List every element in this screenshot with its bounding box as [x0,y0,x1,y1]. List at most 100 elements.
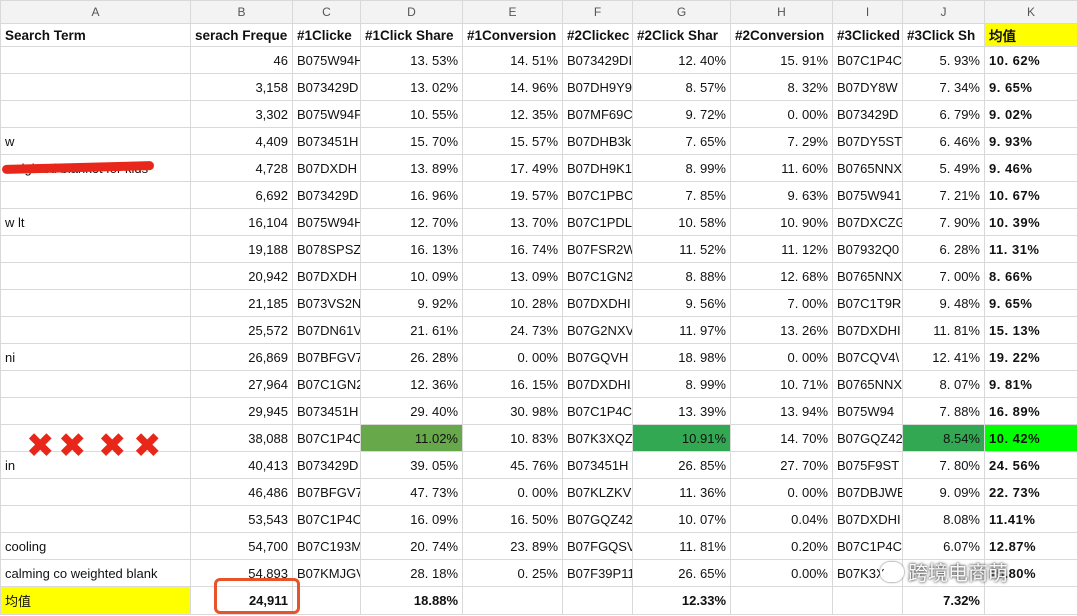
cell-c1[interactable]: 10. 83% [462,424,563,452]
cell-k[interactable]: 10. 67% [984,181,1077,209]
cell-s2[interactable]: 10.91% [632,424,731,452]
header-cell[interactable]: #2Clickec [562,23,633,47]
cell-s1[interactable]: 15. 70% [360,127,463,155]
cell-a3[interactable]: B07DBJWE [832,478,903,506]
cell-c1[interactable]: 16. 74% [462,235,563,263]
cell-s3[interactable]: 5. 49% [902,154,985,182]
cell-s2[interactable]: 10. 58% [632,208,731,236]
cell-a1[interactable]: B07C1GN2 [292,370,361,398]
cell-c2[interactable]: 7. 00% [730,289,833,317]
cell-k[interactable]: 24. 56% [984,451,1077,479]
cell-a2[interactable]: B07G2NXV [562,316,633,344]
cell-k[interactable]: 9. 02% [984,100,1077,128]
cell-s2[interactable]: 9. 72% [632,100,731,128]
cell-c1[interactable]: 14. 51% [462,46,563,74]
cell-a1[interactable]: B073429D [292,181,361,209]
cell-a2[interactable]: B07DH9Y9 [562,73,633,101]
cell-s2[interactable]: 7. 65% [632,127,731,155]
cell-s3[interactable]: 7. 80% [902,451,985,479]
column-header-a[interactable]: A [0,0,191,24]
cell-s1[interactable]: 11.02% [360,424,463,452]
column-header-b[interactable]: B [190,0,293,24]
cell-term[interactable] [0,316,191,344]
cell-a2[interactable]: B07DXDHI [562,289,633,317]
cell-c2[interactable]: 14. 70% [730,424,833,452]
cell-a3[interactable]: B07CQV4\ [832,343,903,371]
cell-a1[interactable]: B073429D [292,73,361,101]
cell-a1[interactable]: B07C1P4C [292,424,361,452]
cell-k[interactable]: 16. 89% [984,397,1077,425]
column-header-d[interactable]: D [360,0,463,24]
cell-c1[interactable]: 45. 76% [462,451,563,479]
cell-k[interactable]: 11. 31% [984,235,1077,263]
cell-c2[interactable]: 9. 63% [730,181,833,209]
cell-a2[interactable]: B07F39P11 [562,559,633,587]
cell-s1[interactable]: 13. 02% [360,73,463,101]
empty-cell[interactable] [292,586,361,615]
cell-s1[interactable]: 12. 70% [360,208,463,236]
cell-s2[interactable]: 18. 98% [632,343,731,371]
cell-k[interactable]: 9. 65% [984,73,1077,101]
cell-c1[interactable]: 24. 73% [462,316,563,344]
cell-term[interactable] [0,505,191,533]
cell-s3[interactable]: 9. 09% [902,478,985,506]
cell-c2[interactable]: 11. 12% [730,235,833,263]
cell-a1[interactable]: B07DN61V [292,316,361,344]
cell-term[interactable] [0,46,191,74]
cell-a1[interactable]: B073451H [292,397,361,425]
cell-k[interactable]: 11.41% [984,505,1077,533]
cell-c2[interactable]: 12. 68% [730,262,833,290]
cell-freq[interactable]: 6,692 [190,181,293,209]
cell-freq[interactable]: 27,964 [190,370,293,398]
empty-cell[interactable] [832,586,903,615]
cell-freq[interactable]: 53,543 [190,505,293,533]
cell-c2[interactable]: 10. 71% [730,370,833,398]
cell-s2[interactable]: 9. 56% [632,289,731,317]
cell-s1[interactable]: 29. 40% [360,397,463,425]
cell-freq[interactable]: 29,945 [190,397,293,425]
cell-s3[interactable]: 11. 81% [902,316,985,344]
header-cell[interactable]: 均值 [984,23,1077,47]
cell-a2[interactable]: B073451H [562,451,633,479]
average-s1[interactable]: 18.88% [360,586,463,615]
cell-c2[interactable]: 0. 00% [730,343,833,371]
cell-a2[interactable]: B07MF69C [562,100,633,128]
header-cell[interactable]: #3Clicked [832,23,903,47]
header-cell[interactable]: #3Click Sh [902,23,985,47]
cell-c2[interactable]: 27. 70% [730,451,833,479]
cell-freq[interactable]: 4,409 [190,127,293,155]
column-header-e[interactable]: E [462,0,563,24]
cell-s2[interactable]: 8. 88% [632,262,731,290]
cell-freq[interactable]: 26,869 [190,343,293,371]
average-s3[interactable]: 7.32% [902,586,985,615]
cell-s3[interactable]: 12. 41% [902,343,985,371]
cell-c1[interactable]: 0. 00% [462,478,563,506]
column-header-j[interactable]: J [902,0,985,24]
header-cell[interactable]: serach Freque [190,23,293,47]
cell-c1[interactable]: 19. 57% [462,181,563,209]
cell-a2[interactable]: B07FGQSV [562,532,633,560]
cell-s3[interactable]: 7. 34% [902,73,985,101]
cell-term[interactable]: ni [0,343,191,371]
cell-freq[interactable]: 16,104 [190,208,293,236]
cell-k[interactable]: 9. 81% [984,370,1077,398]
cell-freq[interactable]: 46,486 [190,478,293,506]
cell-a1[interactable]: B07BFGV7 [292,343,361,371]
cell-s2[interactable]: 12. 40% [632,46,731,74]
cell-k[interactable]: 12.87% [984,532,1077,560]
column-header-i[interactable]: I [832,0,903,24]
cell-s3[interactable]: 8. 07% [902,370,985,398]
header-cell[interactable]: #1Conversion [462,23,563,47]
cell-freq[interactable]: 38,088 [190,424,293,452]
header-cell[interactable]: Search Term [0,23,191,47]
cell-s3[interactable]: 9. 48% [902,289,985,317]
cell-a3[interactable]: B07DY8W [832,73,903,101]
cell-c2[interactable]: 0. 00% [730,100,833,128]
cell-s3[interactable]: 8.54% [902,424,985,452]
cell-c1[interactable]: 15. 57% [462,127,563,155]
header-cell[interactable]: #2Click Shar [632,23,731,47]
column-header-f[interactable]: F [562,0,633,24]
cell-a3[interactable]: B07DXDHI [832,316,903,344]
cell-s3[interactable]: 6. 46% [902,127,985,155]
cell-s1[interactable]: 28. 18% [360,559,463,587]
